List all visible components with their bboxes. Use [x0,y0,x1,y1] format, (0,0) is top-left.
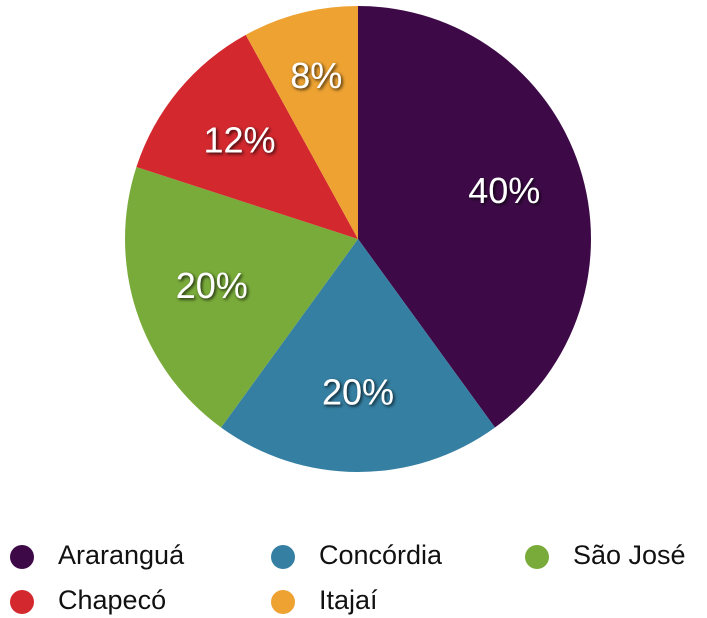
legend-label: São José [573,540,686,570]
legend-label: Chapecó [58,585,166,615]
value-label: 20% [322,371,394,412]
legend-label: Araranguá [58,540,185,570]
legend-marker [10,545,34,569]
legend-marker [271,590,295,614]
pie-slice [221,239,495,472]
value-label: 8% [290,55,342,96]
legend-marker [271,545,295,569]
pie-slice [136,34,358,240]
legend-label: Itajaí [319,585,378,615]
pie-slice [358,6,591,428]
value-label: 40% [468,170,540,211]
value-label: 12% [203,119,275,160]
pie-slice [245,6,358,239]
value-label: 20% [176,265,248,306]
legend-marker [10,590,34,614]
pie-slice [124,166,358,428]
legend-label: Concórdia [319,540,443,570]
legend-marker [525,545,549,569]
